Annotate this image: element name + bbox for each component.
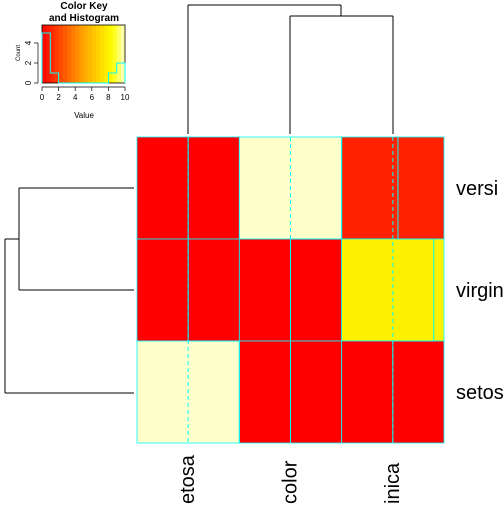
color-key-x-tick-label: 8 (106, 93, 111, 102)
color-key-swatch (66, 25, 72, 83)
color-key-swatch (58, 25, 64, 83)
color-key-y-tick-label: 0 (24, 80, 33, 85)
color-key-swatch (87, 25, 93, 83)
color-key-swatch (108, 25, 114, 83)
color-key-subtitle: and Histogram (49, 13, 119, 24)
color-key-x-tick-label: 10 (121, 93, 130, 102)
color-key-y-tick-label: 2 (24, 60, 33, 65)
heatmap-cell (341, 238, 445, 342)
color-key-swatch (75, 25, 80, 83)
color-key-swatch (120, 25, 126, 83)
trace-lines (187, 137, 435, 443)
color-key-swatch (62, 25, 68, 83)
color-key-swatch (100, 25, 105, 83)
color-key-swatch (83, 25, 89, 83)
color-key-swatch (54, 25, 60, 83)
color-key-x-tick-label: 0 (40, 93, 45, 102)
color-key-swatch (79, 25, 84, 83)
color-key-swatch (71, 25, 76, 83)
color-key-ylabel: Count (16, 45, 22, 61)
color-key-swatch (46, 25, 51, 83)
trace-line (290, 137, 343, 443)
color-key-swatch (116, 25, 122, 83)
dendrograms (4, 4, 394, 394)
trace-line (187, 137, 240, 443)
axis-labels: versi virgin setos etosa color inica (177, 178, 504, 504)
color-key-xlabel: Value (74, 111, 94, 120)
color-key-swatch (91, 25, 97, 83)
color-key-swatch (104, 25, 109, 83)
color-key-swatch (50, 25, 55, 83)
color-key-x-tick-label: 4 (73, 93, 78, 102)
trace-line (392, 137, 435, 443)
color-key-swatch (42, 25, 47, 83)
column-label: color (280, 460, 302, 504)
color-key-histogram (41, 32, 126, 84)
row-label: setos (456, 382, 504, 404)
color-key-x-tick-label: 6 (90, 93, 95, 102)
column-label: inica (382, 462, 404, 504)
column-label: etosa (177, 454, 199, 504)
row-label: virgin (456, 280, 504, 302)
row-label: versi (456, 178, 498, 200)
color-key-x-tick-label: 2 (56, 93, 61, 102)
color-key-swatch (112, 25, 118, 83)
color-key-y-tick-label: 4 (24, 40, 33, 45)
color-key: Color Key and Histogram Count Value 0 2 4 6… (16, 1, 130, 120)
color-key-title: Color Key (60, 1, 108, 12)
color-key-swatch (95, 25, 101, 83)
